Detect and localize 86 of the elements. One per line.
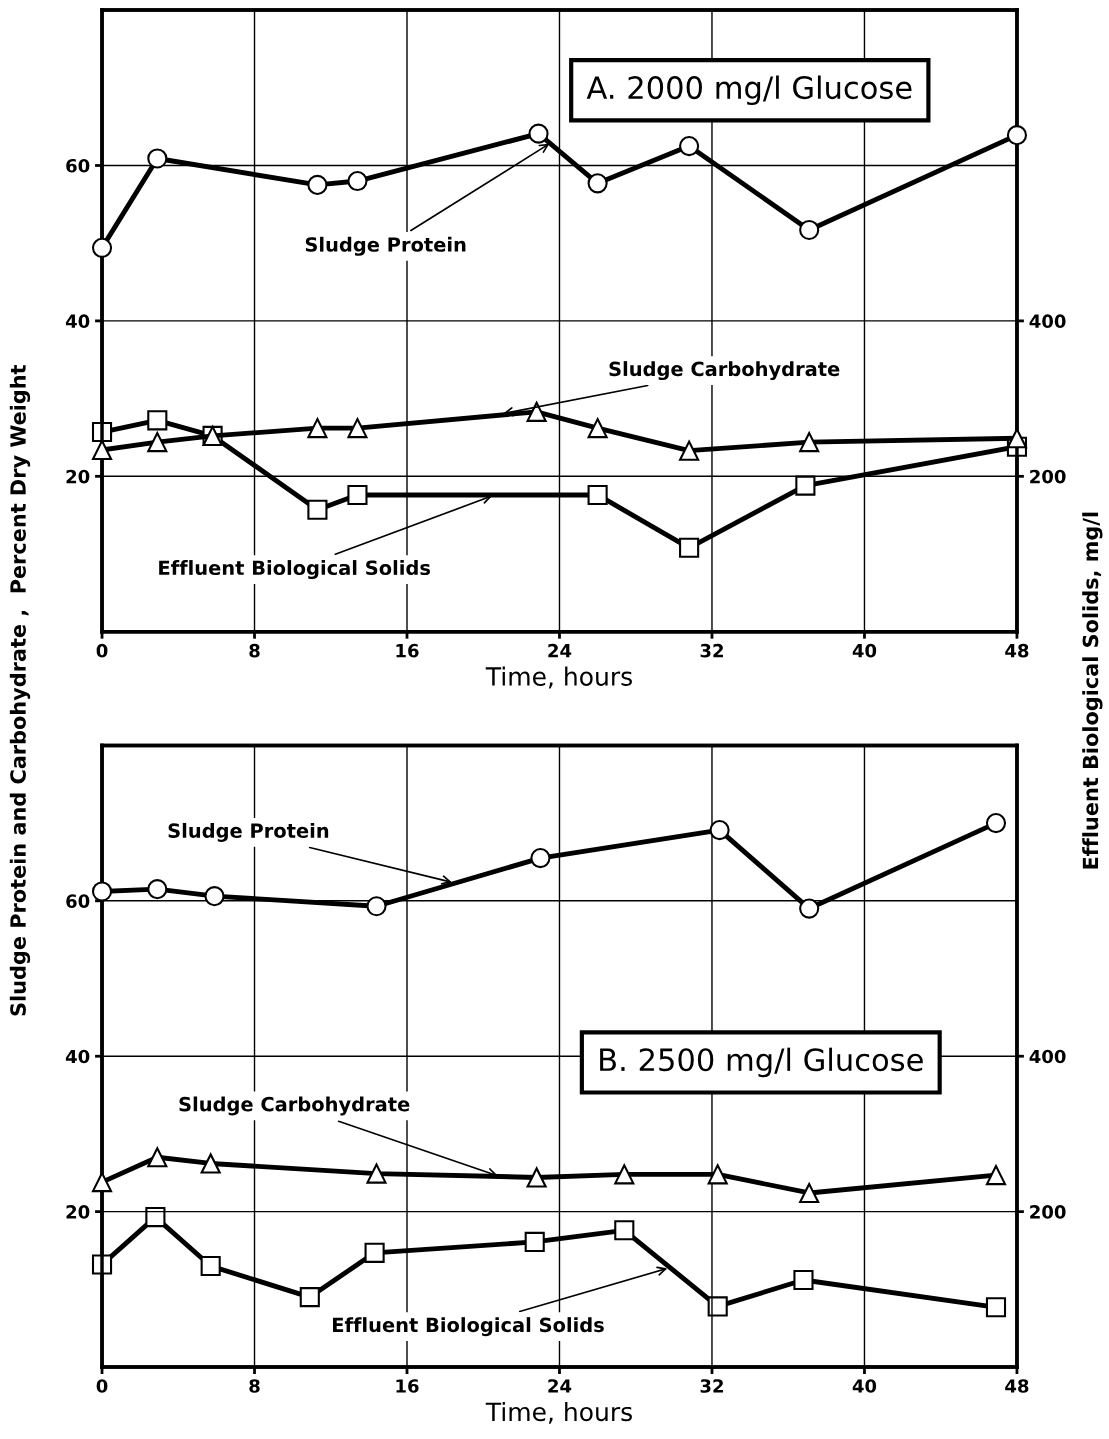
x-tick-label: 40 [852,1379,877,1393]
point [145,1207,166,1228]
point [530,848,551,869]
point [91,881,113,902]
point [799,1182,820,1204]
point [524,1231,545,1253]
point [587,418,608,439]
point [679,135,700,157]
y2-tick-label: 400 [1029,1049,1066,1064]
point [679,537,700,558]
point [707,1164,728,1185]
point [299,1287,320,1308]
x-tick-label: 24 [548,643,572,658]
point [799,898,820,919]
y-tick-label: 40 [65,314,90,329]
point [614,1164,635,1185]
x-tick-label: 32 [700,1379,723,1393]
x-tick-label: 8 [249,643,260,658]
y-tick-label: 40 [65,1049,90,1064]
y-tick-label: 20 [66,1205,90,1219]
point [347,418,368,439]
point [985,813,1007,834]
point [526,1167,547,1188]
y-axis-title: Sludge Protein and Carbohydrate , Percent Dry Weight [9,364,31,1016]
point [147,432,168,453]
point [614,1220,635,1241]
point [1006,125,1028,146]
x-tick-label: 48 [1005,643,1029,658]
x-tick-label: 48 [1005,1379,1029,1393]
text: A. 2000 mg/l Glucose [586,75,912,106]
point [200,1255,221,1277]
x-tick-label: 0 [96,1379,108,1393]
point [366,896,387,917]
point [985,1165,1007,1186]
point [679,440,700,461]
y-tick-label: 60 [66,158,90,173]
point [985,1297,1007,1318]
point [307,418,328,439]
point [147,879,168,900]
x-tick-label: 40 [852,643,877,658]
point [1006,428,1028,449]
x-tick-label: 16 [396,1379,419,1393]
point [91,1172,113,1193]
point [587,173,608,194]
point [147,148,168,169]
point [799,432,820,453]
point [200,1153,221,1174]
x-tick-label: 16 [396,643,419,658]
point [204,886,225,907]
annotation: Effluent Biological Solids [159,560,430,580]
point [709,820,730,841]
point [366,1163,387,1184]
annotation: Sludge Carbohydrate [179,1096,410,1116]
x-axis-title: Time, hours [485,1401,632,1424]
y2-tick-label: 400 [1029,314,1066,329]
annotation: Effluent Biological Solids [333,1317,604,1337]
point [587,484,608,506]
text: B. 2500 mg/l Glucose [600,1047,923,1078]
point [307,174,328,195]
point [347,170,368,192]
y2-tick-label: 200 [1030,469,1066,484]
x-tick-label: 0 [96,643,108,658]
annotation: Sludge Protein [168,822,329,842]
point [707,1296,728,1317]
point [91,439,113,460]
point [528,123,549,144]
y-tick-label: 60 [66,894,90,908]
point [799,219,820,241]
y-tick-label: 20 [66,469,90,484]
point [795,475,816,496]
x-tick-label: 32 [700,643,723,658]
point [147,410,168,431]
point [364,1242,385,1263]
x-axis-title: Time, hours [485,666,632,689]
point [347,484,368,506]
annotation: Sludge Protein [305,236,466,256]
point [91,237,113,258]
y2-tick-label: 200 [1030,1205,1066,1219]
point [307,499,328,520]
annotation: Sludge Carbohydrate [609,361,840,381]
point [147,1147,168,1168]
point [793,1269,814,1291]
x-tick-label: 24 [548,1379,572,1393]
point [526,401,547,422]
x-tick-label: 8 [249,1379,260,1393]
y2-axis-title: Effluent Biological Solids, mg/l [1082,512,1103,869]
